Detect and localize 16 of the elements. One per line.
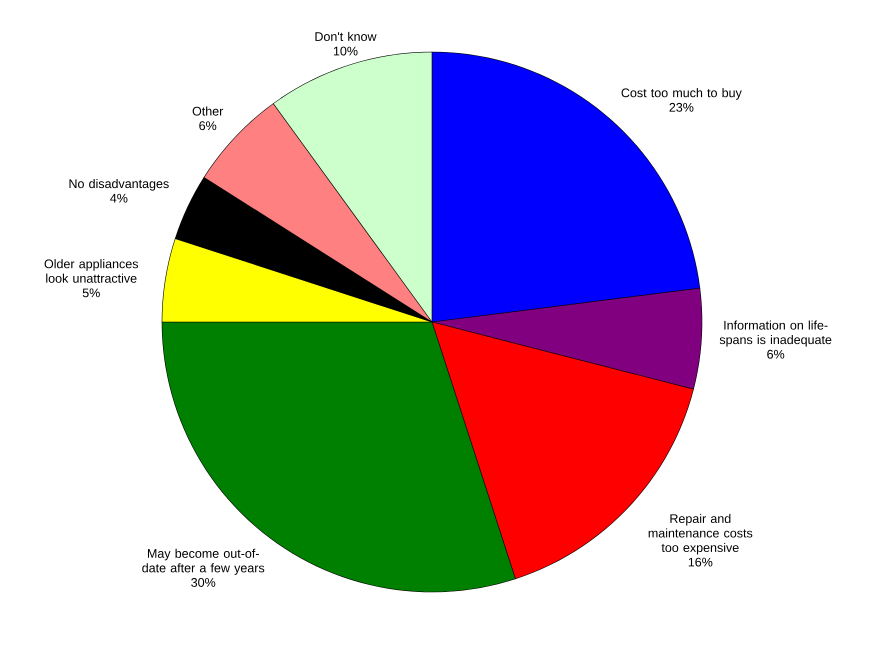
slice-label: May become out-of-date after a few years	[142, 548, 264, 575]
data-label: 10%	[334, 46, 358, 56]
data-label: 23%	[669, 102, 694, 112]
data-label: 4%	[110, 194, 128, 203]
slice-label: No disadvantages	[70, 178, 169, 191]
data-label: 30%	[191, 578, 216, 587]
slice-label: Information on life-spans is inadequate	[720, 320, 832, 347]
data-label: 6%	[767, 350, 784, 359]
data-label: 5%	[82, 288, 100, 298]
slice-label: Other	[192, 106, 224, 116]
slice-label: Cost too much to buy	[622, 88, 742, 100]
data-label: 16%	[688, 558, 712, 567]
slice-label: Don't know	[315, 32, 377, 41]
slice-label: Repair and maintenance costs too expensive	[648, 514, 752, 555]
data-label: 6%	[199, 121, 216, 130]
slice-label: Older appliances look unattractive	[44, 259, 138, 283]
